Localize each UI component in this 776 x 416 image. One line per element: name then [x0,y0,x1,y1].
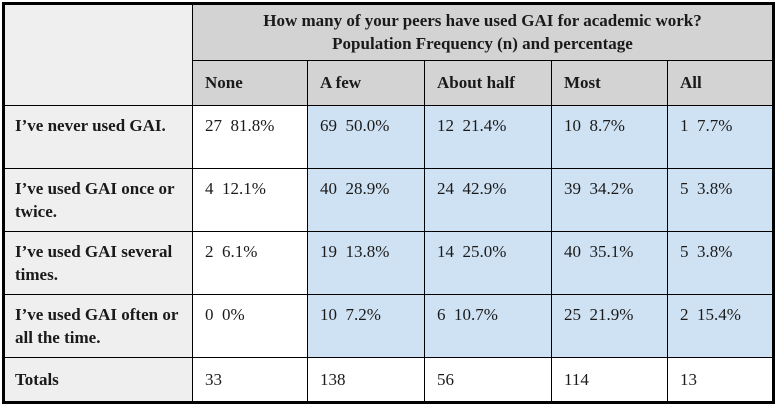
data-cell: 14 25.0% [424,231,552,295]
table-row: I’ve used GAI several times. 2 6.1% 19 1… [3,231,774,295]
total-cell: 56 [424,357,552,403]
row-label-totals: Totals [3,357,193,403]
total-cell: 114 [551,357,668,403]
column-header-most: Most [551,60,668,106]
row-label-several-times: I’ve used GAI several times. [3,231,193,295]
data-cell: 0 0% [192,294,308,358]
table-row: I’ve used GAI often or all the time. 0 0… [3,294,774,358]
data-cell: 10 7.2% [307,294,425,358]
data-cell: 40 35.1% [551,231,668,295]
totals-row: Totals 33 138 56 114 13 [3,357,774,403]
row-label-often-or-all-the-time: I’ve used GAI often or all the time. [3,294,193,358]
data-cell: 2 15.4% [667,294,774,358]
data-cell: 5 3.8% [667,168,774,232]
data-cell: 5 3.8% [667,231,774,295]
total-cell: 138 [307,357,425,403]
table-title-line1: How many of your peers have used GAI for… [263,10,702,30]
column-header-all: All [667,60,774,106]
total-cell: 33 [192,357,308,403]
data-cell: 10 8.7% [551,105,668,169]
row-label-never-used: I’ve never used GAI. [3,105,193,169]
survey-results-table: How many of your peers have used GAI for… [2,2,775,404]
data-cell: 1 7.7% [667,105,774,169]
corner-cell [3,3,193,106]
table-row: I’ve used GAI once or twice. 4 12.1% 40 … [3,168,774,232]
data-cell: 24 42.9% [424,168,552,232]
row-label-once-or-twice: I’ve used GAI once or twice. [3,168,193,232]
data-cell: 69 50.0% [307,105,425,169]
data-cell: 6 10.7% [424,294,552,358]
table-title-line2: Population Frequency (n) and percentage [332,33,633,53]
total-cell: 13 [667,357,774,403]
data-cell: 40 28.9% [307,168,425,232]
data-cell: 19 13.8% [307,231,425,295]
data-cell: 39 34.2% [551,168,668,232]
table-title: How many of your peers have used GAI for… [192,3,774,61]
column-header-none: None [192,60,308,106]
column-header-a-few: A few [307,60,425,106]
data-cell: 25 21.9% [551,294,668,358]
table-row: I’ve never used GAI. 27 81.8% 69 50.0% 1… [3,105,774,169]
data-cell: 2 6.1% [192,231,308,295]
data-cell: 12 21.4% [424,105,552,169]
data-cell: 4 12.1% [192,168,308,232]
data-cell: 27 81.8% [192,105,308,169]
column-header-about-half: About half [424,60,552,106]
